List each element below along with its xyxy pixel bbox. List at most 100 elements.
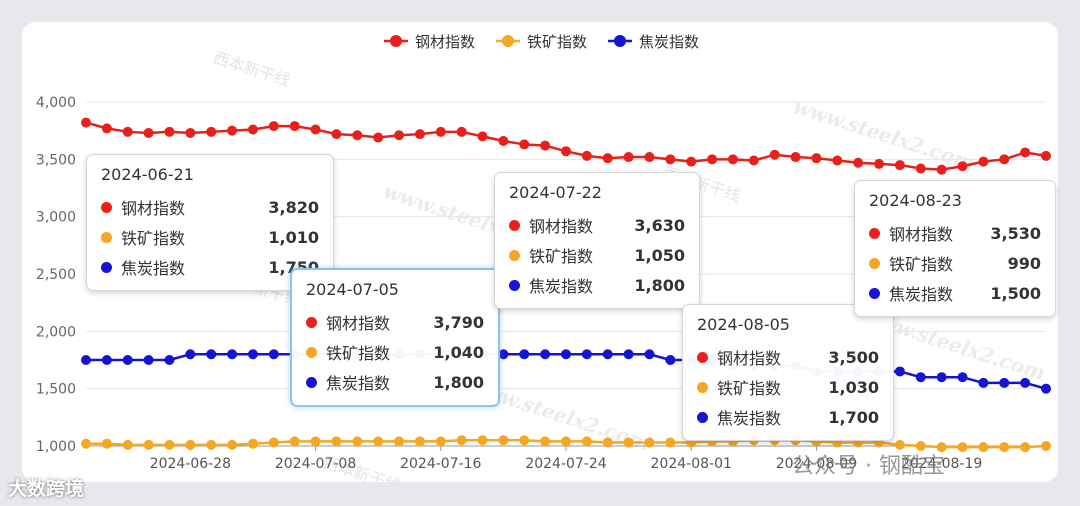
legend-item[interactable]: 焦炭指数 xyxy=(608,33,699,51)
data-point[interactable] xyxy=(227,125,238,136)
data-point[interactable] xyxy=(1041,150,1051,161)
data-point[interactable] xyxy=(352,436,363,447)
data-point[interactable] xyxy=(143,127,154,138)
legend-item[interactable]: 铁矿指数 xyxy=(496,33,587,51)
data-point[interactable] xyxy=(289,121,300,132)
data-point[interactable] xyxy=(101,123,112,134)
data-point[interactable] xyxy=(936,372,947,383)
data-point[interactable] xyxy=(561,436,571,447)
data-point[interactable] xyxy=(206,349,217,360)
data-point[interactable] xyxy=(310,436,321,447)
data-point[interactable] xyxy=(143,355,154,365)
data-point[interactable] xyxy=(414,129,425,140)
data-point[interactable] xyxy=(915,441,926,451)
data-point[interactable] xyxy=(1041,441,1051,451)
data-point[interactable] xyxy=(143,439,154,450)
data-point[interactable] xyxy=(1020,147,1031,158)
data-point[interactable] xyxy=(498,135,509,146)
data-point[interactable] xyxy=(978,442,989,453)
data-point[interactable] xyxy=(894,439,905,450)
data-point[interactable] xyxy=(352,130,363,141)
data-point[interactable] xyxy=(853,157,864,168)
data-point[interactable] xyxy=(665,437,676,448)
data-point[interactable] xyxy=(707,154,718,165)
data-point[interactable] xyxy=(185,349,196,360)
data-point[interactable] xyxy=(81,117,91,128)
data-point[interactable] xyxy=(936,442,947,453)
data-point[interactable] xyxy=(581,436,592,447)
legend[interactable]: 钢材指数 铁矿指数 焦炭指数 xyxy=(384,33,699,51)
data-point[interactable] xyxy=(331,129,342,140)
data-point[interactable] xyxy=(456,435,467,446)
data-point[interactable] xyxy=(581,150,592,161)
data-point[interactable] xyxy=(519,139,530,150)
data-point[interactable] xyxy=(247,438,258,449)
data-point[interactable] xyxy=(81,355,91,365)
data-point[interactable] xyxy=(456,126,467,137)
data-point[interactable] xyxy=(206,126,217,137)
data-point[interactable] xyxy=(894,160,905,171)
data-point[interactable] xyxy=(394,130,405,141)
data-point[interactable] xyxy=(540,140,551,151)
data-point[interactable] xyxy=(268,437,279,448)
data-point[interactable] xyxy=(999,442,1010,453)
data-point[interactable] xyxy=(978,377,989,388)
data-point[interactable] xyxy=(957,372,968,383)
data-point[interactable] xyxy=(206,439,217,450)
data-point[interactable] xyxy=(957,442,968,453)
data-point[interactable] xyxy=(644,437,655,448)
data-point[interactable] xyxy=(289,436,300,447)
data-point[interactable] xyxy=(644,152,655,163)
data-point[interactable] xyxy=(540,436,551,447)
data-point[interactable] xyxy=(227,439,238,450)
data-point[interactable] xyxy=(957,161,968,172)
data-point[interactable] xyxy=(435,126,446,137)
data-point[interactable] xyxy=(727,154,738,165)
data-point[interactable] xyxy=(498,349,509,360)
data-point[interactable] xyxy=(894,366,905,377)
data-point[interactable] xyxy=(268,349,279,360)
data-point[interactable] xyxy=(247,124,258,135)
data-point[interactable] xyxy=(185,439,196,450)
data-point[interactable] xyxy=(477,131,488,142)
data-point[interactable] xyxy=(832,155,843,166)
data-point[interactable] xyxy=(915,163,926,174)
data-point[interactable] xyxy=(101,355,112,365)
data-point[interactable] xyxy=(602,153,613,164)
data-point[interactable] xyxy=(623,349,634,360)
data-point[interactable] xyxy=(268,121,279,132)
data-point[interactable] xyxy=(414,436,425,447)
data-point[interactable] xyxy=(811,153,822,164)
data-point[interactable] xyxy=(561,146,571,157)
data-point[interactable] xyxy=(581,349,592,360)
data-point[interactable] xyxy=(665,154,676,165)
data-point[interactable] xyxy=(477,435,488,446)
data-point[interactable] xyxy=(227,349,238,360)
data-point[interactable] xyxy=(874,158,885,169)
data-point[interactable] xyxy=(1041,383,1051,394)
data-point[interactable] xyxy=(373,436,384,447)
data-point[interactable] xyxy=(81,438,91,449)
data-point[interactable] xyxy=(394,436,405,447)
data-point[interactable] xyxy=(101,438,112,449)
data-point[interactable] xyxy=(164,126,175,137)
data-point[interactable] xyxy=(748,155,759,166)
data-point[interactable] xyxy=(602,349,613,360)
data-point[interactable] xyxy=(435,436,446,447)
legend-item[interactable]: 钢材指数 xyxy=(384,33,475,51)
data-point[interactable] xyxy=(185,127,196,138)
data-point[interactable] xyxy=(519,435,530,446)
data-point[interactable] xyxy=(1020,377,1031,388)
data-point[interactable] xyxy=(498,435,509,446)
data-point[interactable] xyxy=(790,152,801,163)
data-point[interactable] xyxy=(122,126,133,137)
data-point[interactable] xyxy=(936,164,947,175)
data-point[interactable] xyxy=(769,149,780,160)
data-point[interactable] xyxy=(686,156,697,167)
data-point[interactable] xyxy=(122,439,133,450)
data-point[interactable] xyxy=(310,124,321,135)
data-point[interactable] xyxy=(999,154,1010,165)
data-point[interactable] xyxy=(331,436,342,447)
data-point[interactable] xyxy=(373,132,384,143)
data-point[interactable] xyxy=(623,152,634,163)
